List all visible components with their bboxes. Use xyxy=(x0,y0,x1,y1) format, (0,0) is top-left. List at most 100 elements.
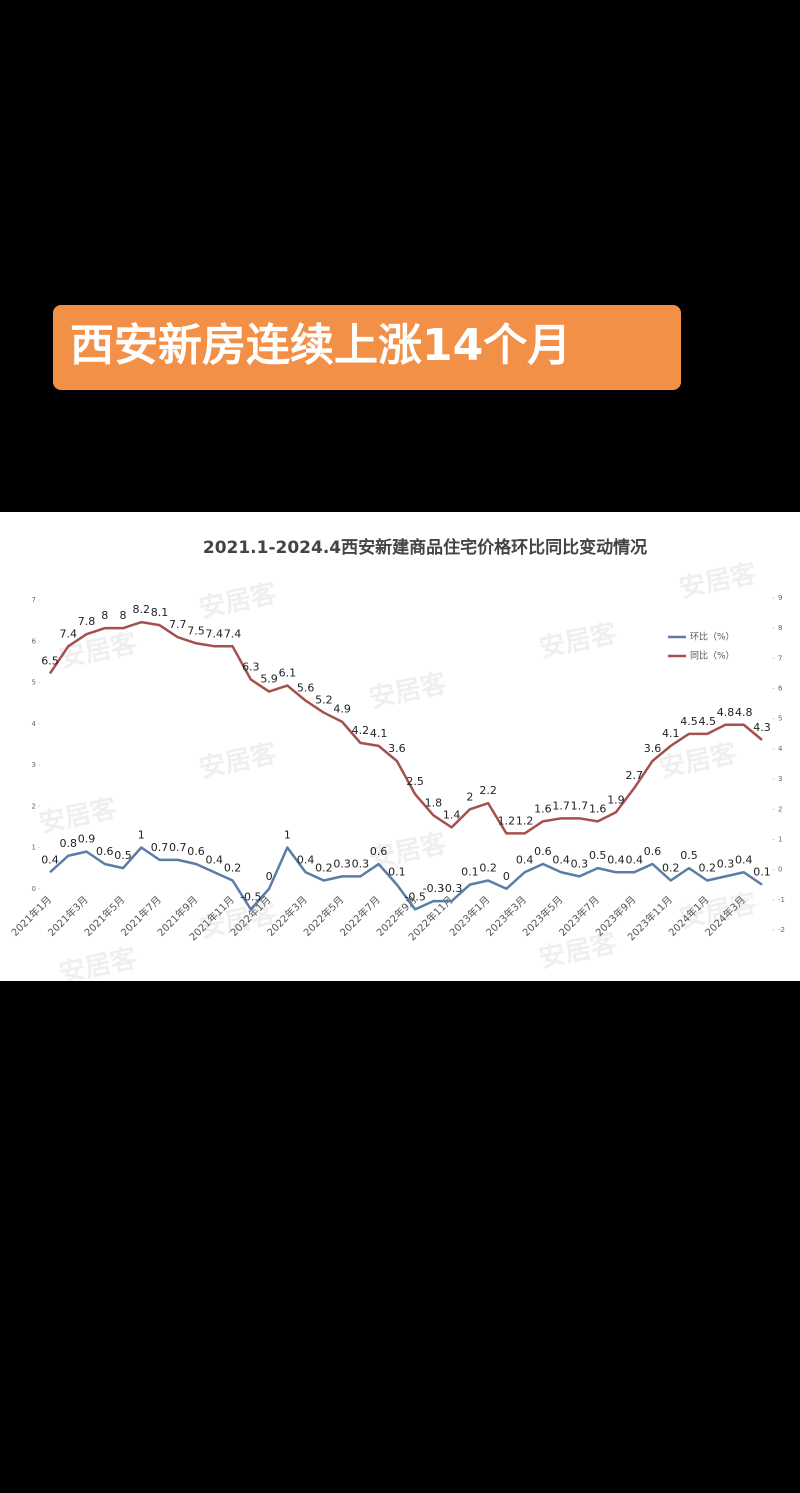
data-label: 0.3 xyxy=(333,857,351,870)
data-label: 2.5 xyxy=(406,775,424,788)
data-label: 0.5 xyxy=(680,849,698,862)
data-label: 6.5 xyxy=(41,654,59,667)
data-label: 0.5 xyxy=(114,849,132,862)
data-label: 0.3 xyxy=(571,857,589,870)
y-tick-label: 3 xyxy=(32,761,36,769)
data-label: 0.1 xyxy=(753,866,771,879)
data-label: 8 xyxy=(101,609,108,622)
data-label: 3.6 xyxy=(388,742,406,755)
data-label: 7.4 xyxy=(60,627,78,640)
data-label: 1.2 xyxy=(516,814,534,827)
data-label: 2 xyxy=(466,790,473,803)
y-tick-label: 6 xyxy=(32,637,37,645)
y-tick-label: 4 xyxy=(32,720,37,728)
data-label: 5.9 xyxy=(260,673,278,686)
data-label: 0.7 xyxy=(151,841,169,854)
series-line xyxy=(48,620,763,835)
y-tick-label: 7 xyxy=(32,596,36,604)
data-label: 0 xyxy=(503,870,510,883)
data-label: 0.4 xyxy=(516,853,534,866)
y-tick-label: 0 xyxy=(32,885,36,893)
data-label: 0.2 xyxy=(662,862,680,875)
data-label: 0.4 xyxy=(297,853,315,866)
data-label: 0.6 xyxy=(96,845,114,858)
data-label: 0.6 xyxy=(187,845,205,858)
data-label: 4.5 xyxy=(698,715,716,728)
data-label: 7.5 xyxy=(187,624,205,637)
data-label: 0 xyxy=(266,870,273,883)
data-label: 2.7 xyxy=(625,769,643,782)
data-label: 4.8 xyxy=(735,706,753,719)
chart-area xyxy=(0,512,800,981)
data-label: -0.5 xyxy=(404,890,425,903)
data-label: 0.4 xyxy=(625,853,643,866)
data-label: 1.6 xyxy=(589,802,607,815)
data-label: 0.2 xyxy=(224,862,242,875)
data-label: 0.4 xyxy=(206,853,224,866)
data-label: 6.3 xyxy=(242,660,260,673)
data-label: 8 xyxy=(120,609,127,622)
data-label: 2.2 xyxy=(479,784,497,797)
y2-tick-label: 1 xyxy=(778,835,782,843)
banner xyxy=(53,305,681,390)
y2-tick-label: 6 xyxy=(778,685,783,693)
data-label: 0.2 xyxy=(698,862,716,875)
data-label: 1.7 xyxy=(571,799,589,812)
data-label: 1.4 xyxy=(443,808,461,821)
data-label: 6.1 xyxy=(279,667,297,680)
data-label: 0.3 xyxy=(717,857,735,870)
data-label: 7.7 xyxy=(169,618,187,631)
data-label: -0.5 xyxy=(240,890,261,903)
series-line xyxy=(49,846,763,911)
y-tick-label: 2 xyxy=(32,802,36,810)
legend-label: 同比（%） xyxy=(690,650,735,662)
data-label: 1.9 xyxy=(607,793,625,806)
chart-title: 2021.1-2024.4西安新建商品住宅价格环比同比变动情况 xyxy=(203,537,647,558)
data-label: 0.6 xyxy=(534,845,552,858)
data-label: 1 xyxy=(138,829,145,842)
y2-tick-label: 5 xyxy=(778,715,782,723)
data-label: 0.8 xyxy=(60,837,78,850)
data-label: 0.4 xyxy=(41,853,59,866)
data-label: 5.2 xyxy=(315,694,333,707)
data-label: 0.9 xyxy=(78,833,96,846)
data-label: 4.1 xyxy=(370,727,388,740)
data-label: 7.8 xyxy=(78,615,96,628)
data-label: 3.6 xyxy=(644,742,662,755)
y2-tick-label: 2 xyxy=(778,805,782,813)
data-label: 1.8 xyxy=(425,796,443,809)
data-label: 0.5 xyxy=(589,849,607,862)
data-label: 7.4 xyxy=(206,627,224,640)
data-label: 0.6 xyxy=(644,845,662,858)
banner-text: 西安新房连续上涨14个月 xyxy=(70,320,571,371)
data-label: 0.2 xyxy=(315,862,333,875)
y-tick-label: 1 xyxy=(32,844,36,852)
y2-tick-label: 4 xyxy=(778,745,783,753)
data-label: 0.7 xyxy=(169,841,187,854)
data-label: 4.5 xyxy=(680,715,698,728)
data-label: 1 xyxy=(284,829,291,842)
legend-label: 环比（%） xyxy=(690,631,735,643)
y2-tick-label: 9 xyxy=(778,594,782,602)
data-label: 1.7 xyxy=(552,799,570,812)
y2-tick-label: 0 xyxy=(778,866,782,874)
data-label: 4.2 xyxy=(352,724,370,737)
data-label: 0.6 xyxy=(370,845,388,858)
y2-tick-label: 3 xyxy=(778,775,782,783)
data-label: 4.8 xyxy=(717,706,735,719)
data-label: 1.6 xyxy=(534,802,552,815)
data-label: 0.4 xyxy=(552,853,570,866)
y2-tick-label: 7 xyxy=(778,654,782,662)
data-label: 4.9 xyxy=(333,703,351,716)
data-label: 0.4 xyxy=(735,853,753,866)
y-tick-label: 5 xyxy=(32,679,36,687)
y2-tick-label: -2 xyxy=(778,926,785,934)
data-label: 1.2 xyxy=(498,814,516,827)
data-label: 0.4 xyxy=(607,853,625,866)
data-label: 4.1 xyxy=(662,727,680,740)
y2-tick-label: 8 xyxy=(778,624,782,632)
data-label: -0.3 xyxy=(423,882,444,895)
data-label: 7.4 xyxy=(224,627,242,640)
data-label: 5.6 xyxy=(297,682,315,695)
